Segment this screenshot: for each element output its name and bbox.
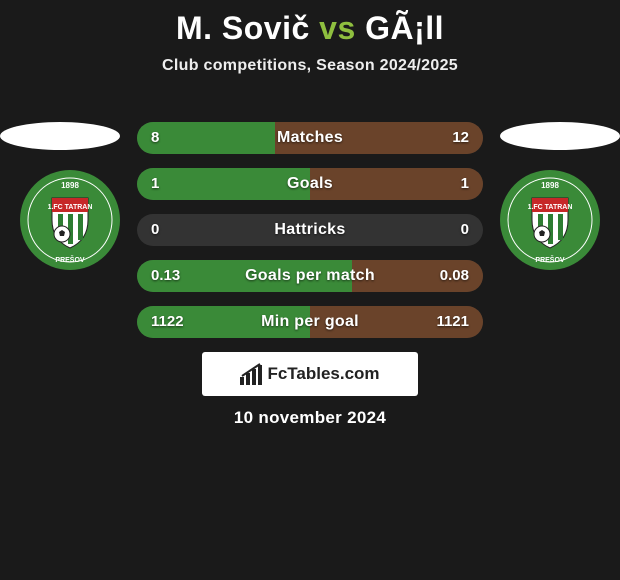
vs-separator: vs <box>319 10 356 46</box>
stat-value-left: 1 <box>137 168 173 200</box>
brand-icon <box>240 363 264 385</box>
player1-name: M. Sovič <box>176 10 310 46</box>
brand-watermark: FcTables.com <box>202 352 418 396</box>
player2-name: GÃ¡ll <box>365 10 444 46</box>
stat-row: Hattricks0 0 <box>137 214 483 246</box>
brand-text: FcTables.com <box>267 364 379 384</box>
stat-value-left: 0.13 <box>137 260 194 292</box>
player1-pill <box>0 122 120 150</box>
subtitle: Club competitions, Season 2024/2025 <box>0 57 620 75</box>
svg-text:1898: 1898 <box>61 181 79 190</box>
stat-value-left: 1122 <box>137 306 198 338</box>
stats-table: Matches812Goals11Hattricks00Goals per ma… <box>137 122 483 352</box>
stat-row: Matches8 12 <box>137 122 483 154</box>
stat-label: Goals <box>137 168 483 200</box>
svg-text:1.FC TATRAN: 1.FC TATRAN <box>528 204 573 211</box>
stat-value-right: 0 <box>447 214 483 246</box>
stat-value-right: 1 <box>447 168 483 200</box>
svg-text:PREŠOV: PREŠOV <box>55 255 85 264</box>
stat-value-right: 0.08 <box>426 260 483 292</box>
stat-value-right: 1121 <box>422 306 483 338</box>
stat-value-right: 12 <box>438 122 483 154</box>
svg-text:PREŠOV: PREŠOV <box>535 255 565 264</box>
stat-value-left: 8 <box>137 122 173 154</box>
player2-club-badge: 1898 PREŠOV 1.FC TATRAN <box>500 170 600 270</box>
comparison-card: M. Sovič vs GÃ¡ll Club competitions, Sea… <box>0 0 620 580</box>
stat-row: Goals per match0.130.08 <box>137 260 483 292</box>
stat-row: Min per goal11221121 <box>137 306 483 338</box>
stat-row: Goals1 1 <box>137 168 483 200</box>
stat-label: Matches <box>137 122 483 154</box>
stat-value-left: 0 <box>137 214 173 246</box>
player2-pill <box>500 122 620 150</box>
svg-text:1.FC TATRAN: 1.FC TATRAN <box>48 204 93 211</box>
snapshot-date: 10 november 2024 <box>0 408 620 428</box>
player1-club-badge: 1898 PREŠOV 1.FC TATRAN <box>20 170 120 270</box>
stat-label: Hattricks <box>137 214 483 246</box>
svg-text:1898: 1898 <box>541 181 559 190</box>
page-title: M. Sovič vs GÃ¡ll <box>0 0 620 47</box>
